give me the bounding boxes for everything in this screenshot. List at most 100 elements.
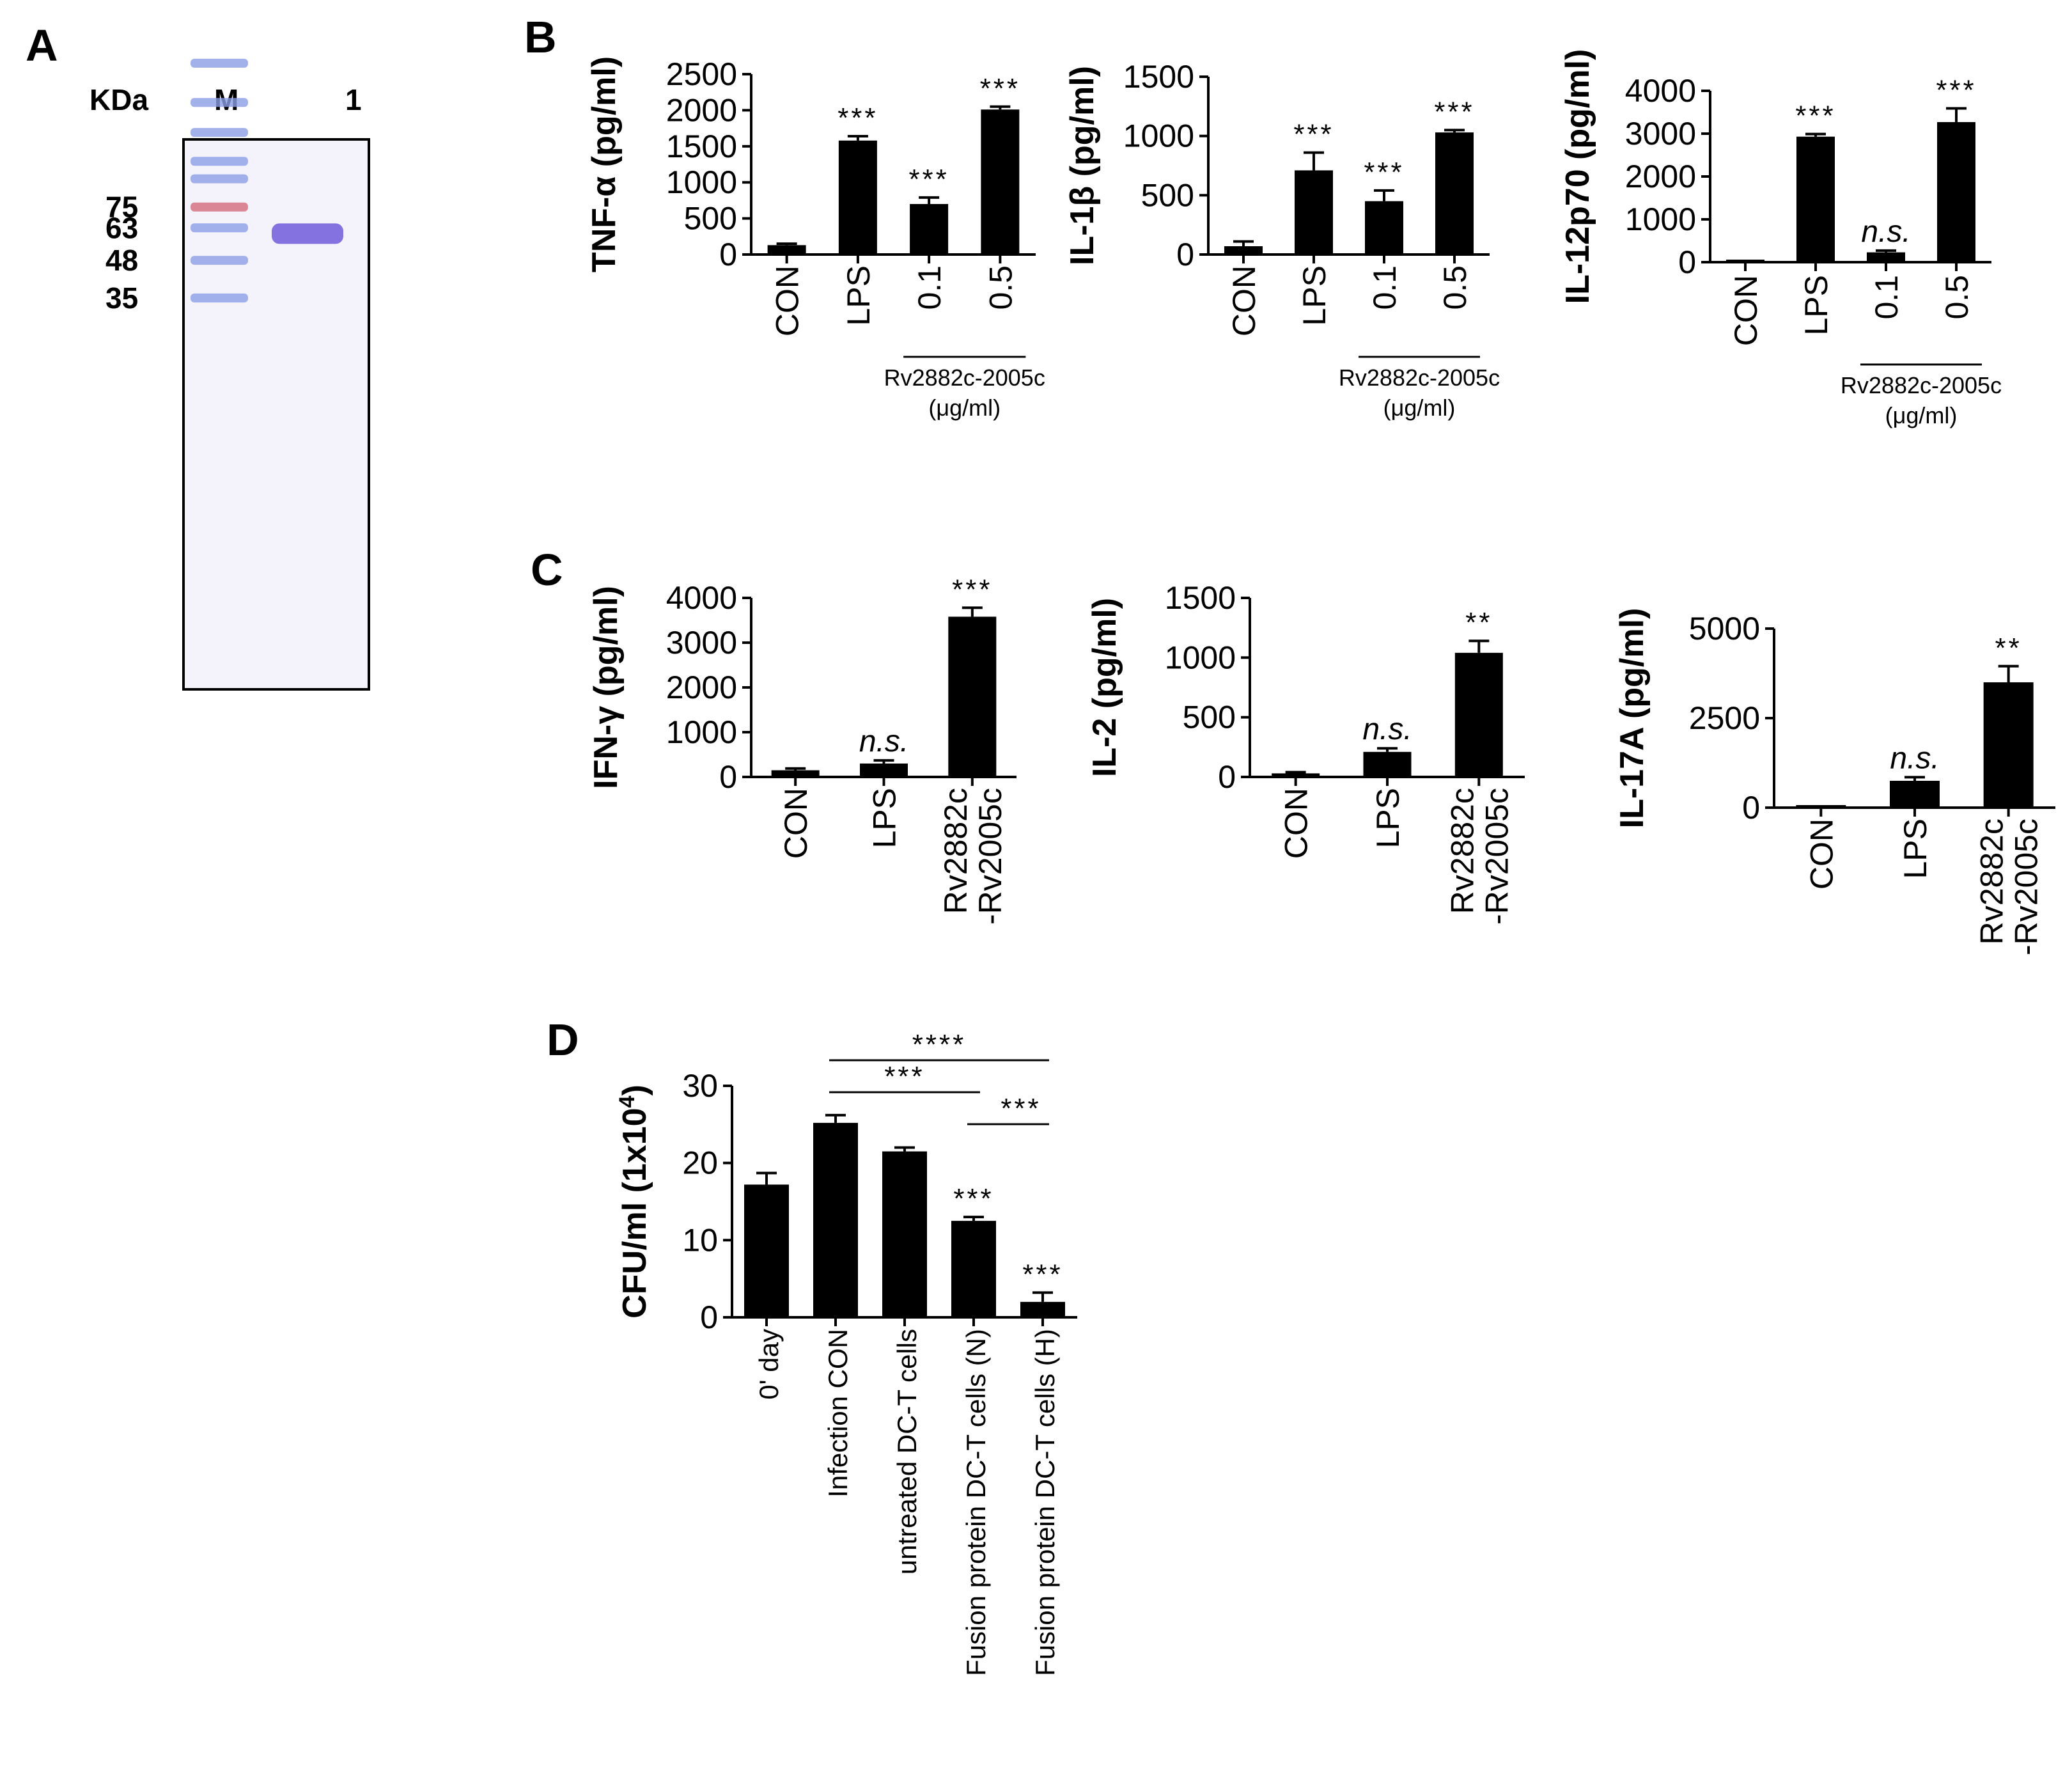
y-tick-label: 0	[1218, 759, 1236, 795]
category-label: 0.5	[983, 265, 1018, 310]
y-tick-label: 2500	[1689, 700, 1760, 736]
y-tick-label: 4000	[1625, 73, 1696, 109]
group-label: Rv2882c-2005c	[1339, 364, 1500, 391]
panel-a-letter: A	[26, 20, 58, 70]
category-label: Fusion protein DC-T cells (H)	[1030, 1329, 1060, 1676]
bar	[838, 140, 877, 255]
panel-d-letter: D	[547, 1015, 579, 1065]
y-tick-label: 1000	[666, 164, 737, 200]
category-label: CON	[1226, 265, 1262, 336]
ns-label: n.s.	[859, 725, 908, 758]
y-axis-title: IFN-γ (pg/ml)	[588, 586, 625, 789]
y-tick-label: 0	[700, 1299, 718, 1335]
y-tick-label: 500	[1141, 177, 1194, 213]
category-label: LPS	[1798, 275, 1834, 336]
y-axis-title: IL-17A (pg/ml)	[1614, 608, 1651, 829]
y-axis-title: IL-2 (pg/ml)	[1086, 598, 1123, 777]
bar	[1796, 136, 1835, 262]
bar	[1435, 132, 1474, 255]
category-label: Rv2882c	[938, 788, 974, 914]
category-label: 0.5	[1437, 265, 1473, 310]
y-tick-label: 2500	[666, 56, 737, 92]
category-label: Rv2882c	[1444, 788, 1480, 914]
group-unit: (μg/ml)	[1885, 402, 1958, 428]
category-label: LPS	[841, 265, 876, 326]
group-label: Rv2882c-2005c	[1841, 372, 2002, 398]
y-tick-label: 3000	[1625, 116, 1696, 152]
chart-il-12p70: 0 1000 2000 3000 4000 IL-12p70 (pg/ml) CON *** L…	[1559, 49, 2002, 428]
y-axis-title: IL-1β (pg/ml)	[1064, 66, 1101, 265]
bar	[910, 204, 949, 255]
significance-stars: ***	[980, 73, 1020, 104]
significance-stars: **	[1995, 632, 2022, 664]
bar	[744, 1184, 789, 1317]
gel-lane-area	[182, 138, 370, 691]
category-label: CON	[1279, 788, 1314, 859]
y-tick-label: 2000	[666, 670, 737, 705]
significance-stars: ***	[837, 102, 878, 134]
ladder-band	[191, 256, 248, 265]
bar	[1295, 170, 1333, 255]
y-tick-label: 5000	[1689, 611, 1760, 647]
significance-stars: ***	[953, 1183, 993, 1214]
y-tick-label: 500	[1183, 700, 1236, 735]
bracket-significance: ***	[884, 1061, 924, 1092]
chart-il-2: 0 500 1000 1500 IL-2 (pg/ml) CON n.s. LPS ** Rv28…	[1086, 580, 1525, 925]
bar	[1272, 773, 1320, 777]
category-label: -Rv2005c	[972, 788, 1008, 925]
bracket-significance: ***	[1001, 1093, 1041, 1124]
significance-stars: ***	[1364, 157, 1404, 188]
significance-stars: ***	[952, 574, 992, 605]
bar	[1890, 781, 1940, 808]
category-label: LPS	[867, 788, 903, 849]
significance-stars: ***	[1293, 119, 1334, 150]
category-label: -Rv2005c	[2009, 819, 2045, 955]
y-tick-label: 1500	[1123, 59, 1194, 95]
bar	[1867, 252, 1905, 262]
y-tick-label: 1500	[1165, 580, 1236, 616]
marker-label: 63	[105, 211, 138, 244]
y-tick-label: 0	[719, 237, 737, 272]
chart-ifn-gamma: 0 1000 2000 3000 4000 IFN-γ (pg/ml) CON n.s. LPS…	[588, 574, 1017, 925]
y-tick-label: 1000	[666, 714, 737, 750]
y-tick-label: 20	[682, 1145, 718, 1181]
group-label: Rv2882c-2005c	[884, 364, 1045, 391]
ns-label: n.s.	[1861, 215, 1910, 249]
category-label: LPS	[1897, 819, 1933, 879]
ladder-band	[191, 174, 248, 184]
bar	[1365, 201, 1403, 255]
panel-b-letter: B	[524, 12, 557, 62]
significance-stars: ***	[1022, 1258, 1063, 1290]
protein-band	[272, 223, 343, 244]
bar	[1020, 1301, 1065, 1317]
y-axis-title-superscript: 4	[615, 1095, 639, 1108]
lane-1-label: 1	[345, 83, 362, 116]
y-tick-label: 1500	[666, 129, 737, 164]
y-tick-label: 2000	[1625, 159, 1696, 194]
category-label: Rv2882c	[1974, 819, 2010, 944]
y-tick-label: 1000	[1165, 639, 1236, 675]
y-axis-title: IL-12p70 (pg/ml)	[1559, 49, 1596, 304]
y-tick-label: 30	[682, 1068, 718, 1104]
y-tick-label: 0	[719, 759, 737, 795]
category-label: -Rv2005c	[1479, 788, 1515, 925]
bar	[1454, 652, 1503, 777]
kda-label: KDa	[90, 83, 148, 116]
gel-bands	[191, 58, 343, 303]
marker-label: 48	[105, 244, 138, 277]
category-label: 0.5	[1939, 275, 1975, 320]
y-tick-label: 3000	[666, 625, 737, 661]
ladder-band	[191, 58, 248, 68]
bar	[882, 1151, 927, 1317]
bar	[771, 770, 820, 777]
marker-label: 75	[105, 191, 138, 224]
ladder-band	[191, 223, 248, 233]
bar	[767, 245, 806, 255]
significance-stars: ***	[1795, 100, 1835, 132]
category-label: CON	[778, 788, 814, 859]
bar	[860, 764, 908, 777]
ladder-band	[191, 157, 248, 166]
y-tick-label: 10	[682, 1222, 718, 1258]
